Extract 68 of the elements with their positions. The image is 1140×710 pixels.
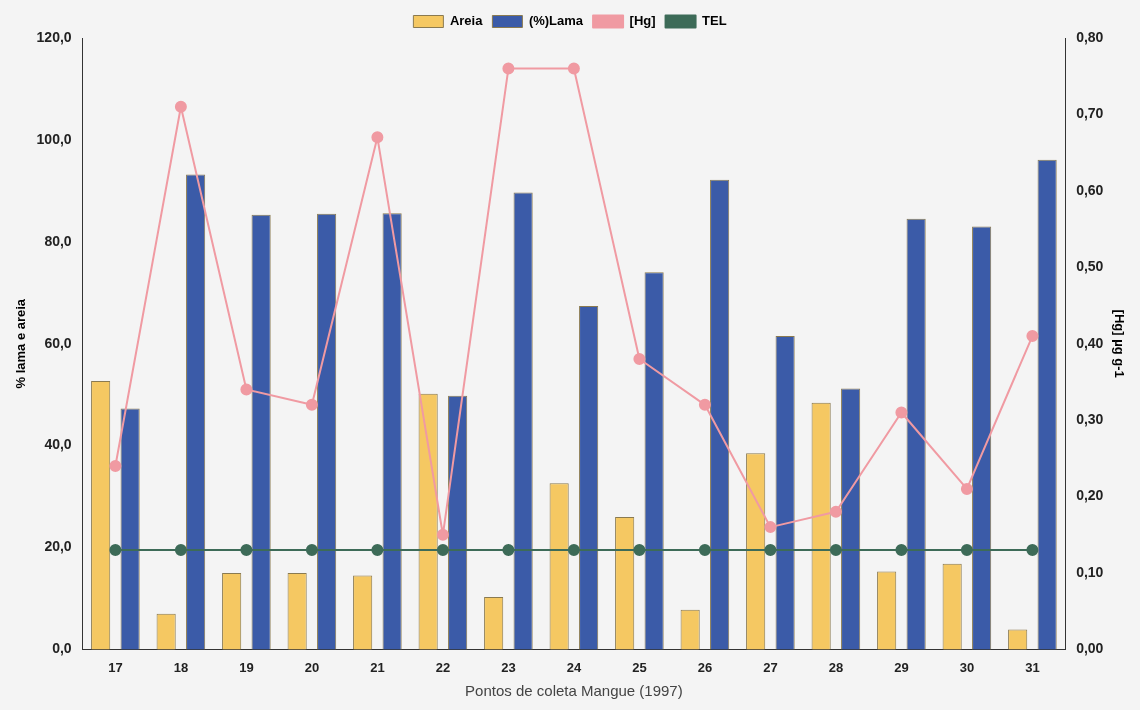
point [240, 544, 253, 557]
x-tick-label: 21 [370, 659, 385, 675]
point [960, 482, 973, 495]
y2-tick-label: 0,20 [1076, 487, 1104, 504]
point [371, 544, 384, 557]
x-tick-label: 20 [304, 659, 320, 675]
point [960, 544, 973, 557]
point [174, 100, 187, 113]
legend-label: Areia [449, 13, 484, 29]
point [895, 544, 908, 557]
point [633, 544, 646, 557]
y2-tick-label: 0,10 [1076, 563, 1104, 580]
y-tick-label: 80,0 [44, 232, 72, 249]
x-tick-label: 28 [828, 659, 844, 675]
x-tick-label: 17 [108, 659, 123, 675]
point [567, 544, 580, 557]
legend-label: TEL [702, 13, 727, 29]
point [371, 131, 384, 144]
y2-tick-label: 0,60 [1076, 181, 1104, 198]
point [698, 398, 711, 411]
x-tick-label: 19 [239, 659, 254, 675]
y2-tick-label: 0,30 [1076, 410, 1104, 427]
point [240, 383, 253, 396]
y-tick-label: 40,0 [44, 436, 72, 453]
point [698, 544, 711, 557]
y2-tick-label: 0,50 [1076, 258, 1104, 275]
point [502, 62, 515, 75]
point [174, 544, 187, 557]
legend-label: (%)Lama [528, 13, 584, 29]
x-tick-label: 30 [959, 659, 975, 675]
x-tick-label: 18 [173, 659, 189, 675]
y2-tick-label: 0,00 [1076, 640, 1104, 657]
point [436, 528, 449, 541]
x-tick-label: 31 [1025, 659, 1040, 675]
y-axis-title: % lama e areia [13, 298, 29, 389]
point [895, 406, 908, 419]
y2-tick-label: 0,80 [1076, 28, 1104, 45]
point [764, 544, 777, 557]
point [109, 544, 122, 557]
y-tick-label: 20,0 [44, 538, 72, 555]
y2-axis-title: [Hg] µg g-1 [1111, 309, 1127, 378]
point [764, 521, 777, 534]
x-tick-label: 23 [501, 659, 516, 675]
x-tick-label: 22 [435, 659, 451, 675]
point [1026, 544, 1039, 557]
point [305, 544, 318, 557]
x-tick-label: 25 [632, 659, 647, 675]
x-axis-title: Pontos de coleta Mangue (1997) [465, 682, 683, 700]
y-tick-label: 60,0 [44, 334, 72, 351]
y2-tick-label: 0,40 [1076, 334, 1104, 351]
point [109, 459, 122, 472]
point [633, 352, 646, 365]
point [305, 398, 318, 411]
x-tick-label: 27 [763, 659, 778, 675]
point [436, 544, 449, 557]
y-tick-label: 100,0 [36, 130, 72, 147]
y-tick-label: 0,0 [52, 640, 72, 657]
legend-label: [Hg] [629, 13, 656, 29]
point [567, 62, 580, 75]
point [502, 544, 515, 557]
x-tick-label: 26 [697, 659, 713, 675]
y2-tick-label: 0,70 [1076, 105, 1104, 122]
x-tick-label: 24 [566, 659, 582, 675]
point [829, 544, 842, 557]
y-tick-label: 120,0 [36, 28, 72, 45]
point [829, 505, 842, 518]
point [1026, 330, 1039, 343]
x-tick-label: 29 [894, 659, 909, 675]
